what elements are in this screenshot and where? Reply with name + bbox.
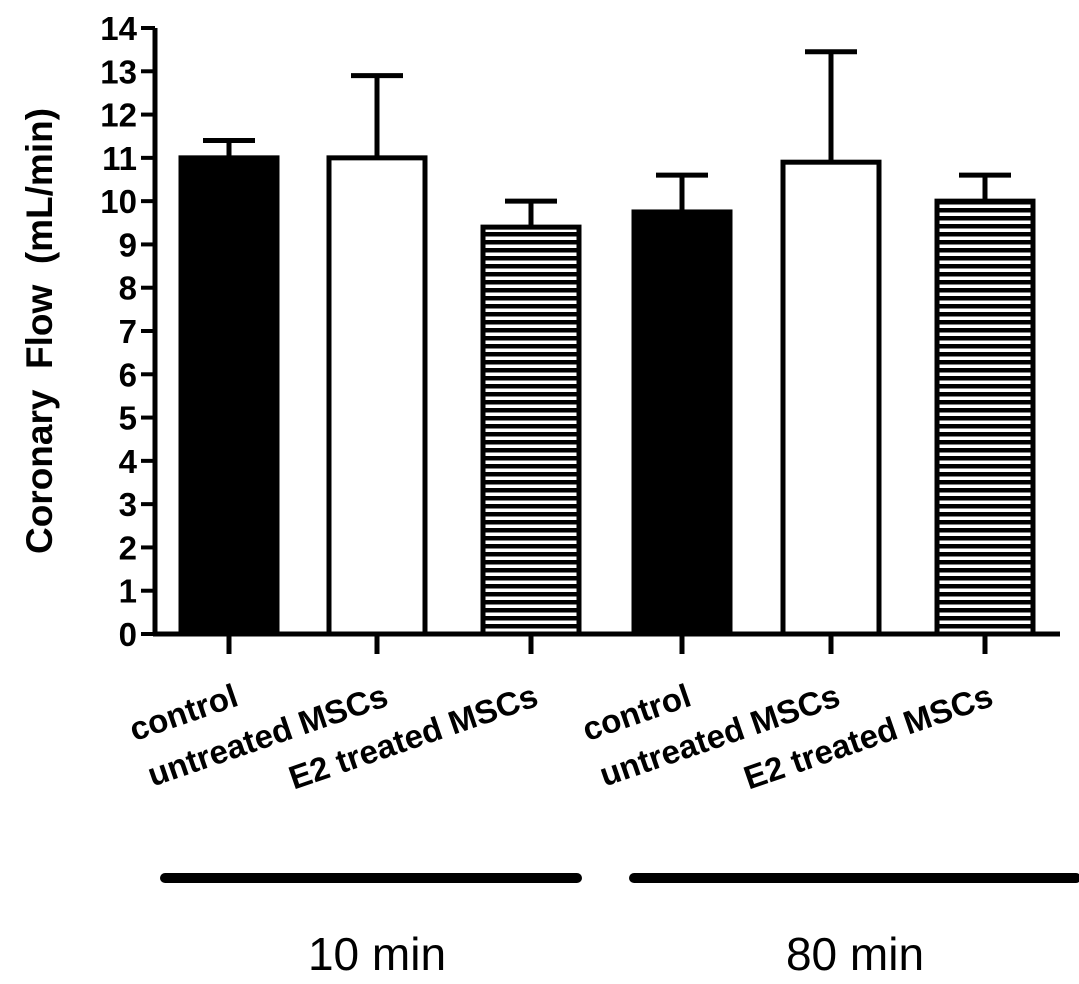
bar — [934, 198, 1036, 637]
bar — [480, 224, 582, 637]
y-tick-label: 3 — [119, 486, 137, 523]
y-tick-label: 5 — [119, 400, 137, 437]
y-tick-label: 8 — [119, 270, 137, 307]
bar — [780, 159, 882, 637]
group-label: 10 min — [308, 928, 446, 980]
y-tick-label: 0 — [119, 616, 137, 653]
group-label: 80 min — [786, 928, 924, 980]
y-tick-label: 11 — [102, 140, 137, 177]
bar — [326, 155, 428, 637]
y-tick-label: 6 — [119, 356, 137, 393]
y-tick-label: 10 — [100, 183, 137, 220]
y-tick-label: 13 — [100, 53, 137, 90]
y-axis-title: Coronary Flow (mL/min) — [19, 108, 60, 554]
y-tick-label: 12 — [100, 97, 137, 134]
bars — [178, 49, 1036, 637]
y-tick-label: 7 — [119, 313, 137, 350]
y-tick-label: 1 — [119, 573, 137, 610]
y-tick-label: 4 — [119, 443, 138, 480]
bar — [631, 209, 733, 637]
y-tick-label: 14 — [100, 10, 137, 47]
y-tick-label: 9 — [119, 226, 137, 263]
y-tick-label: 2 — [119, 529, 137, 566]
bar — [178, 155, 280, 637]
x-category-label: E2 treated MSCs — [284, 677, 542, 797]
